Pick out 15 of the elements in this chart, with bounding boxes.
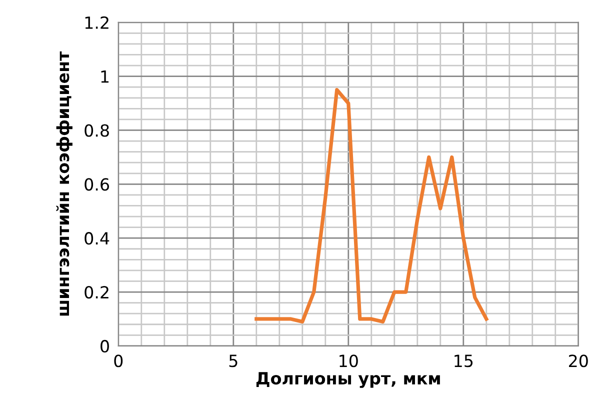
x-tick-label: 0 bbox=[114, 354, 123, 368]
y-tick-label: 0.8 bbox=[84, 124, 109, 137]
y-tick-label: 0.6 bbox=[84, 178, 110, 191]
line-series bbox=[254, 88, 488, 324]
x-tick-label: 20 bbox=[569, 354, 588, 368]
y-tick-label: 1.2 bbox=[85, 16, 108, 29]
y-tick-label: 0.2 bbox=[84, 286, 108, 299]
x-axis-title: Долгионы урт, мкм bbox=[256, 372, 440, 388]
x-tick-label: 15 bbox=[454, 354, 473, 368]
x-tick-label: 10 bbox=[340, 354, 358, 368]
y-tick-label: 0 bbox=[100, 340, 109, 353]
y-axis-title: шингээлтийн коэффициент bbox=[56, 51, 72, 316]
y-tick-label: 0.4 bbox=[84, 232, 110, 245]
y-tick-label: 1 bbox=[101, 70, 109, 83]
x-tick-label: 5 bbox=[229, 354, 238, 368]
